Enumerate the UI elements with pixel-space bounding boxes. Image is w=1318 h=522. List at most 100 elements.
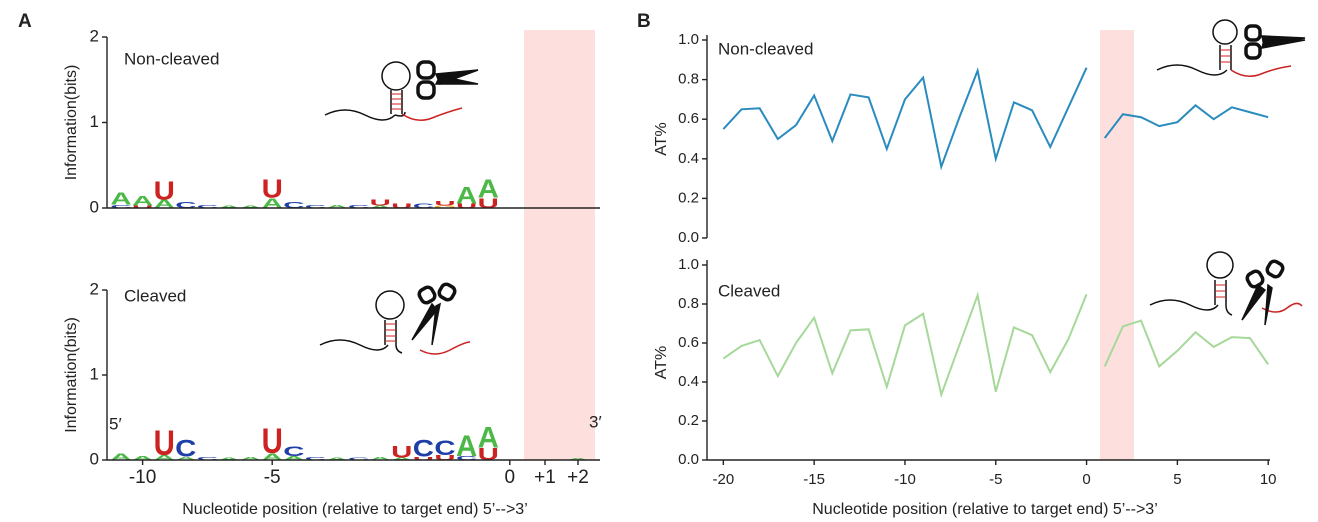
logo-letter: A xyxy=(154,454,175,462)
hairpin-scissors-icon xyxy=(1149,251,1303,326)
logo-letter: U xyxy=(262,174,283,203)
logo-letter: C xyxy=(283,200,305,210)
x-tick-label: 10 xyxy=(1260,471,1277,488)
five-prime-label: 5′ xyxy=(109,414,122,433)
logo-letter: G xyxy=(434,205,457,209)
x-tick-label: 0 xyxy=(1082,471,1090,488)
x-tick-label: 5 xyxy=(1173,471,1181,488)
y-tick-label: 0.0 xyxy=(678,451,699,468)
three-prime-label: 3′ xyxy=(589,412,602,431)
highlight-band xyxy=(1100,30,1134,460)
logo-letter: U xyxy=(456,203,477,209)
logo-letter: C xyxy=(175,200,197,210)
y-tick-label: 0.2 xyxy=(678,412,699,429)
logo-letter: U xyxy=(413,456,434,461)
y-axis-label: Information(bits) xyxy=(63,65,80,181)
y-tick-label: 0.4 xyxy=(678,373,699,390)
logo-letter: C xyxy=(175,435,196,462)
panel-label: B xyxy=(637,11,651,32)
logo-letter: C xyxy=(197,456,218,461)
logo-letter: A xyxy=(132,192,154,208)
logo-letter: A xyxy=(370,456,391,461)
x-axis-label: Nucleotide position (relative to target … xyxy=(182,501,528,518)
logo-letter: A xyxy=(240,205,261,209)
y-tick-label: 0 xyxy=(90,449,99,468)
logo-letter: U xyxy=(434,200,455,206)
logo-letter: U xyxy=(154,423,175,462)
y-tick-label: 0.6 xyxy=(678,334,699,351)
y-tick-label: 1 xyxy=(90,364,99,383)
logo-letter: A xyxy=(110,451,132,462)
logo-letter: A xyxy=(370,205,391,209)
data-line xyxy=(722,67,1088,171)
logo-letter: C xyxy=(456,455,477,461)
panel-label: A xyxy=(18,11,32,32)
logo-letter: A xyxy=(391,457,412,461)
hairpin-scissors-icon xyxy=(324,60,479,121)
logo-letter: A xyxy=(478,174,499,203)
y-tick-label: 0.8 xyxy=(678,295,699,312)
y-tick-label: 0.6 xyxy=(678,110,699,127)
logo-letter: C xyxy=(110,204,131,209)
y-tick-label: 2 xyxy=(90,279,99,298)
logo-letter: C xyxy=(413,435,434,462)
logo-letter: C xyxy=(413,203,434,209)
logo-letter: A xyxy=(283,455,304,461)
logo-letter: A xyxy=(240,456,261,461)
x-tick-label: -5 xyxy=(989,471,1002,488)
y-tick-label: 1 xyxy=(90,112,99,131)
x-tick-label: -10 xyxy=(129,467,156,488)
y-tick-label: 0 xyxy=(90,197,99,216)
logo-letter: A xyxy=(132,455,153,461)
data-line xyxy=(1103,319,1270,369)
logo-letter: U xyxy=(434,454,455,462)
logo-letter: A xyxy=(175,456,196,461)
chart-title: Cleaved xyxy=(718,281,780,300)
chart-title: Cleaved xyxy=(124,286,186,305)
logo-letter: U xyxy=(154,176,175,205)
logo-letter: A xyxy=(567,458,588,461)
logo-letter: A xyxy=(262,195,284,211)
x-tick-label: +1 xyxy=(534,467,556,488)
y-tick-label: 1.0 xyxy=(678,256,699,273)
logo-letter: C xyxy=(305,456,326,461)
x-tick-label: 0 xyxy=(505,467,516,488)
y-axis-label: Information(bits) xyxy=(63,317,80,433)
y-tick-label: 0.8 xyxy=(678,71,699,88)
logo-letter: C xyxy=(348,204,369,209)
logo-letter: A xyxy=(456,182,477,209)
x-tick-label: +2 xyxy=(567,467,589,488)
y-axis-label: AT% xyxy=(653,346,670,379)
x-tick-label: -5 xyxy=(264,467,281,488)
x-axis-label: Nucleotide position (relative to target … xyxy=(812,501,1158,518)
hairpin-scissors-icon xyxy=(1156,19,1306,77)
hairpin-scissors-icon xyxy=(319,282,471,355)
logo-letter: U xyxy=(132,205,153,209)
logo-letter: A xyxy=(326,204,347,209)
highlight-band xyxy=(524,30,595,460)
logo-letter: U xyxy=(391,203,412,209)
logo-letter: A xyxy=(218,457,239,461)
chart-title: Non-cleaved xyxy=(124,49,219,68)
logo-letter: C xyxy=(283,443,305,459)
logo-letter: C xyxy=(305,204,326,209)
logo-letter: A xyxy=(478,421,499,454)
logo-letter: C xyxy=(197,204,218,209)
logo-letter: A xyxy=(326,457,347,461)
logo-letter: U xyxy=(262,422,283,461)
y-tick-label: 0.2 xyxy=(678,189,699,206)
logo-letter: A xyxy=(262,451,284,462)
x-tick-label: -20 xyxy=(713,471,735,488)
y-tick-label: 1.0 xyxy=(678,31,699,48)
logo-letter: U xyxy=(478,195,499,211)
logo-letter: A xyxy=(218,205,239,209)
logo-letter: C xyxy=(434,437,455,460)
y-tick-label: 0.0 xyxy=(678,229,699,246)
logo-letter: U xyxy=(391,443,412,462)
x-tick-label: -10 xyxy=(894,471,916,488)
logo-letter: U xyxy=(370,198,391,208)
data-line xyxy=(722,291,1088,399)
y-tick-label: 0.4 xyxy=(678,150,699,167)
logo-letter: A xyxy=(456,430,477,463)
